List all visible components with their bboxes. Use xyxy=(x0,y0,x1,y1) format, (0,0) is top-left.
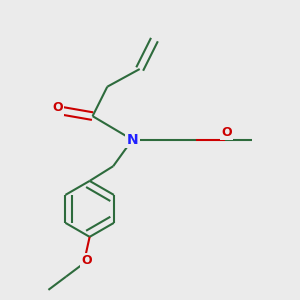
Text: O: O xyxy=(221,126,232,139)
Text: O: O xyxy=(52,101,63,114)
Text: N: N xyxy=(127,133,138,147)
Text: O: O xyxy=(81,254,92,267)
